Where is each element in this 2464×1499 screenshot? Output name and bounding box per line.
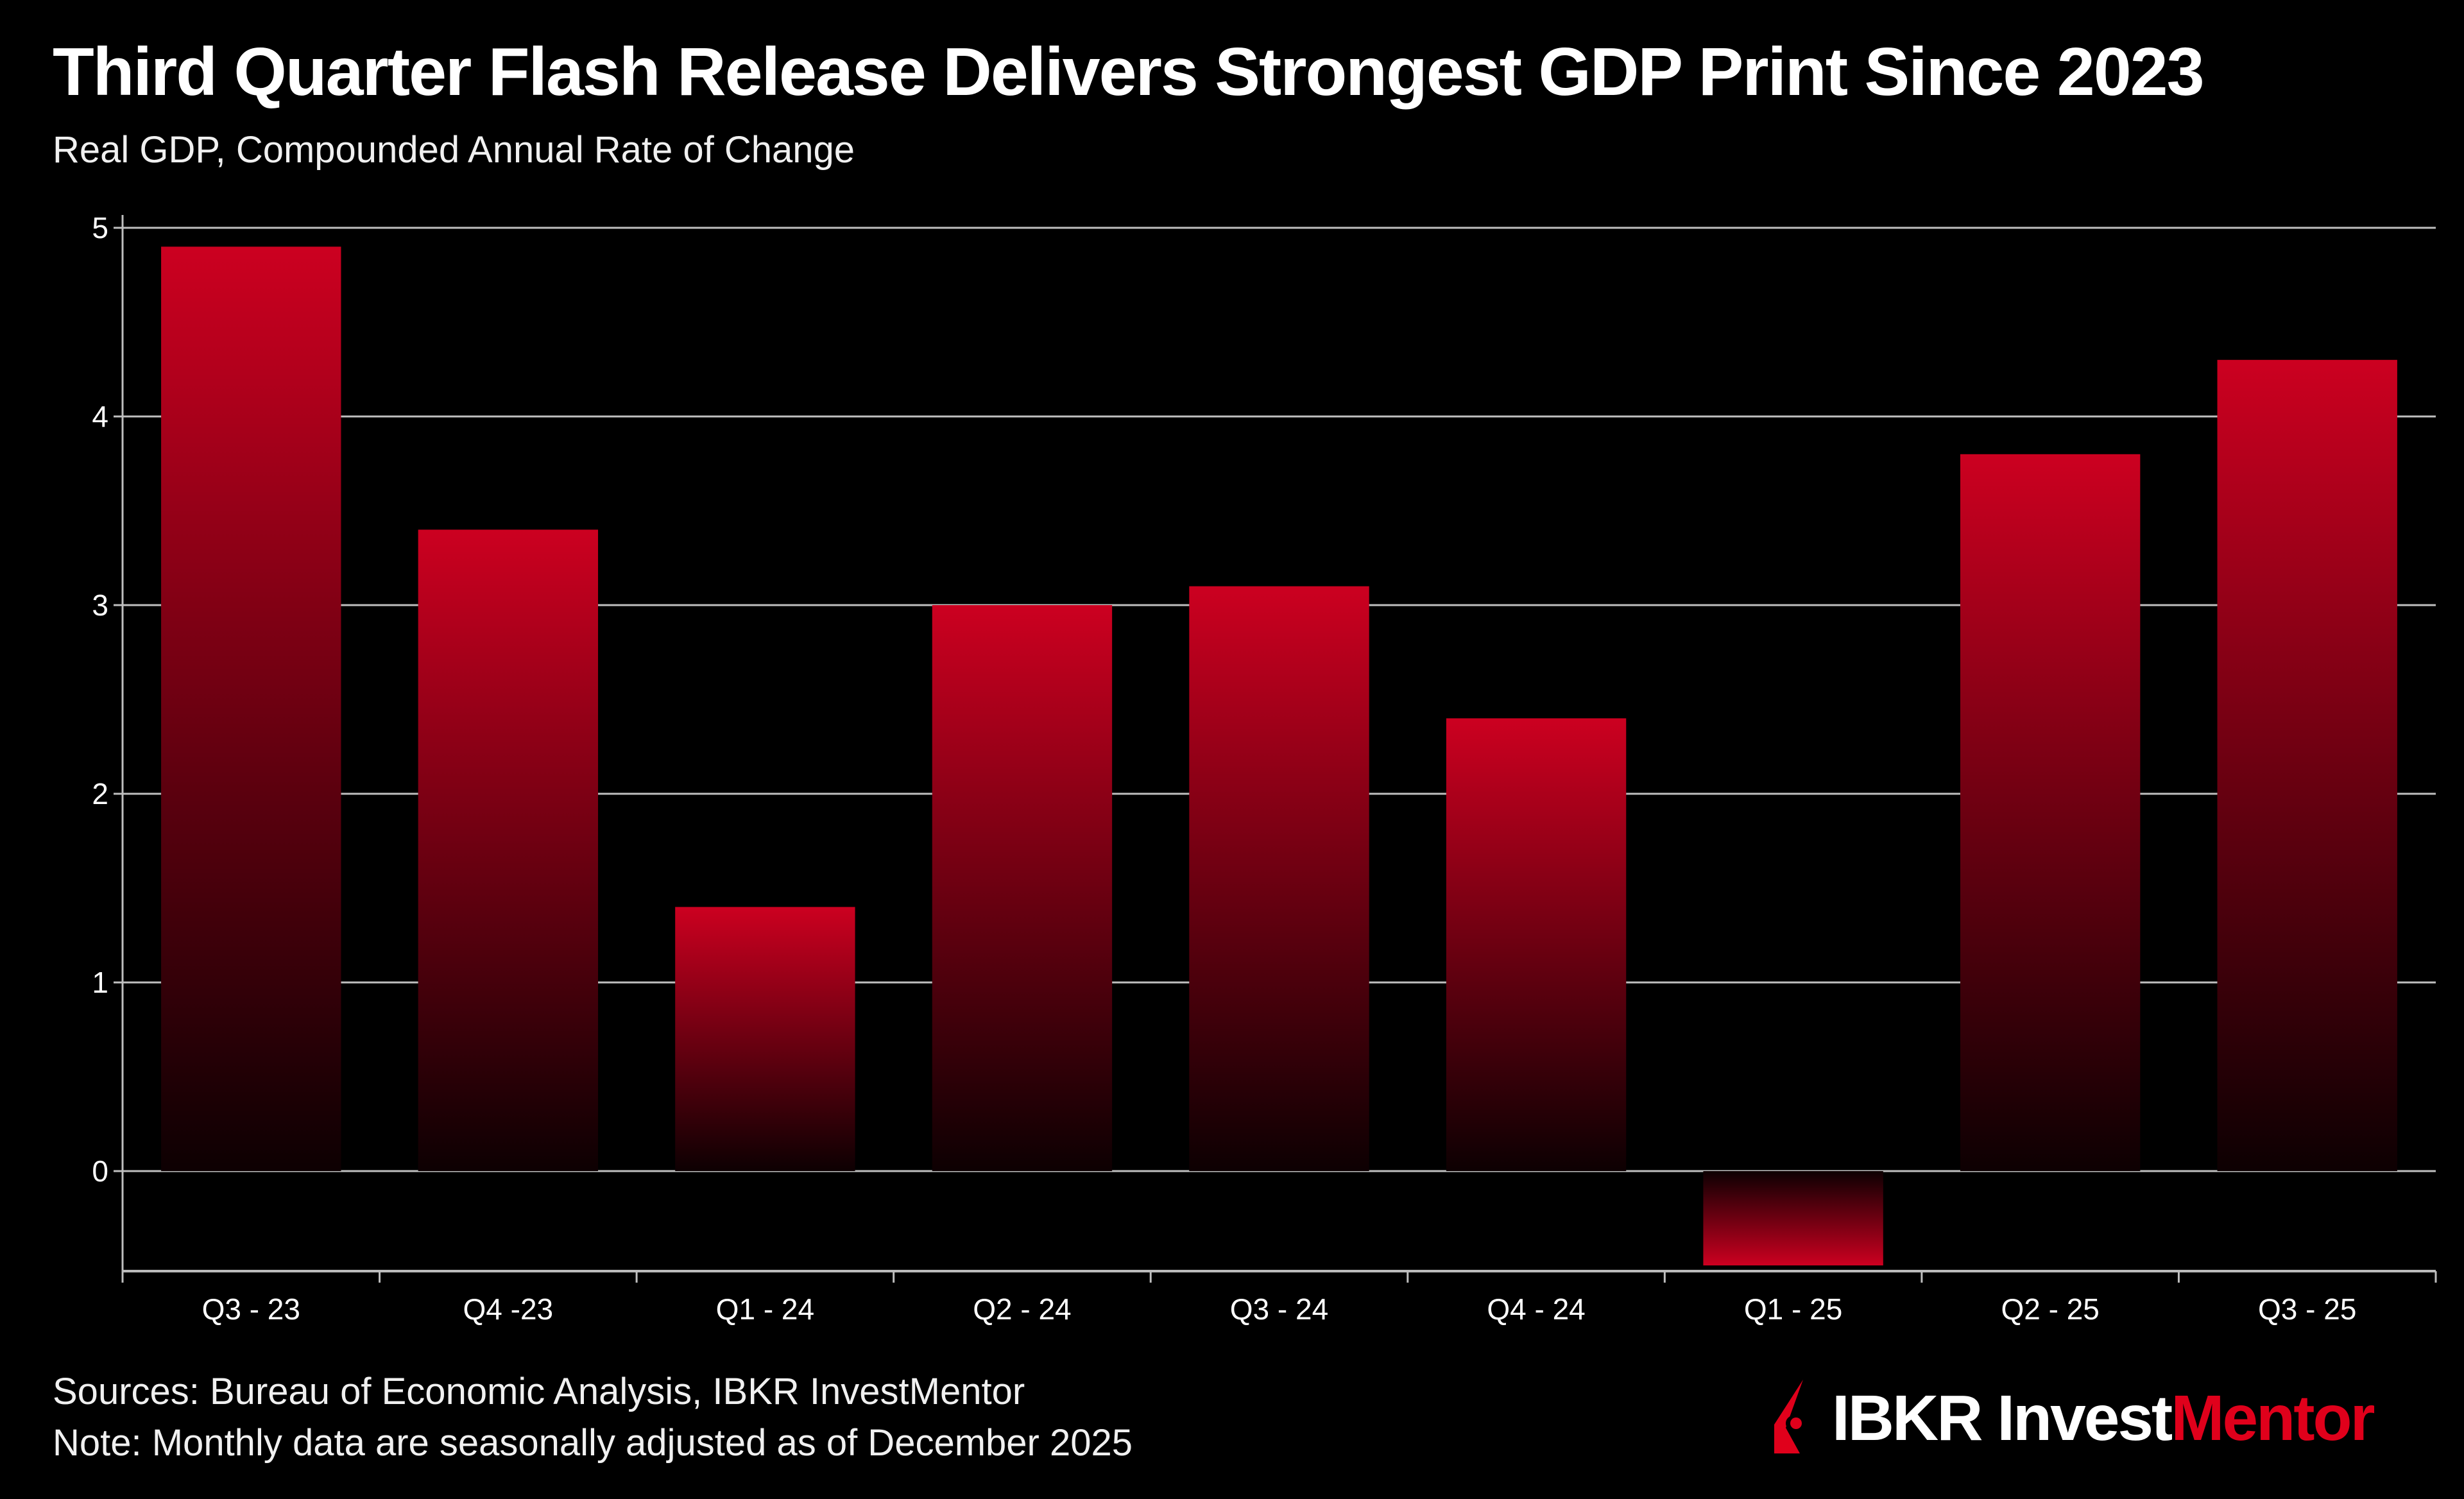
bar-q4-23 bbox=[418, 529, 599, 1171]
x-tick-label: Q2 - 25 bbox=[2001, 1292, 2099, 1326]
bar-q3-23 bbox=[161, 246, 341, 1171]
x-tick-label: Q3 - 24 bbox=[1230, 1292, 1328, 1326]
bar-q2-24 bbox=[932, 605, 1113, 1171]
sources-note: Sources: Bureau of Economic Analysis, IB… bbox=[53, 1371, 1025, 1412]
y-tick-label: 0 bbox=[92, 1154, 108, 1188]
x-tick-label: Q1 - 24 bbox=[716, 1292, 814, 1326]
y-tick-label: 1 bbox=[92, 966, 108, 999]
x-tick-label: Q1 - 25 bbox=[1744, 1292, 1842, 1326]
data-note: Note: Monthly data are seasonally adjust… bbox=[53, 1422, 1133, 1464]
x-tick-label: Q2 - 24 bbox=[973, 1292, 1071, 1326]
logo-text: IBKR InvestMentor bbox=[1832, 1382, 2375, 1454]
x-tick-label: Q3 - 23 bbox=[202, 1292, 300, 1326]
bar-q4-24 bbox=[1446, 718, 1627, 1171]
ibkr-investmentor-logo: IBKR InvestMentor bbox=[1768, 1380, 2375, 1457]
bar-q3-25 bbox=[2217, 359, 2397, 1171]
chart-title: Third Quarter Flash Release Delivers Str… bbox=[53, 34, 2205, 110]
x-tick-label: Q3 - 25 bbox=[2258, 1292, 2356, 1326]
x-tick-label: Q4 - 24 bbox=[1487, 1292, 1585, 1326]
y-tick-label: 5 bbox=[92, 211, 108, 244]
y-tick-label: 3 bbox=[92, 588, 108, 622]
ibkr-logo-icon bbox=[1774, 1380, 1803, 1453]
bar-q1-24 bbox=[675, 907, 855, 1171]
bar-q2-25 bbox=[1960, 454, 2141, 1171]
y-tick-label: 2 bbox=[92, 777, 108, 810]
chart-subtitle: Real GDP, Compounded Annual Rate of Chan… bbox=[53, 129, 855, 171]
bar-q1-25 bbox=[1703, 1171, 1883, 1265]
bar-q3-24 bbox=[1189, 586, 1369, 1171]
y-tick-label: 4 bbox=[92, 400, 108, 433]
x-tick-label: Q4 -23 bbox=[463, 1292, 554, 1326]
